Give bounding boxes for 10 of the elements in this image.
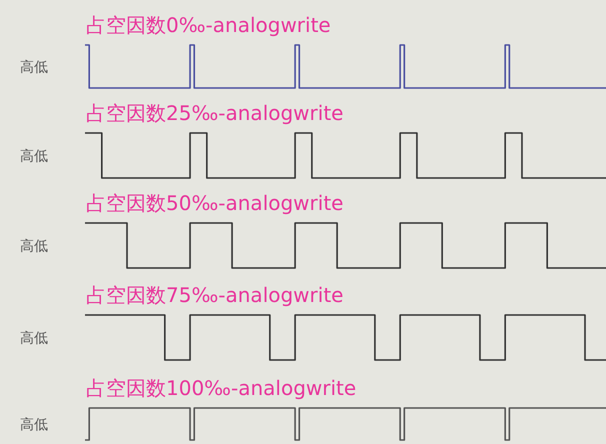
y-axis-title: 高低 [20,238,48,254]
chart-title: 占空因数50‰-analogwrite [86,191,344,215]
chart-title: 占空因数100‰-analogwrite [86,376,356,400]
chart-title: 占空因数75‰-analogwrite [86,283,344,307]
y-axis-title: 高低 [20,417,48,433]
chart-title: 占空因数25‰-analogwrite [86,101,344,125]
y-axis-title: 高低 [20,148,48,164]
chart-title: 占空因数0‰-analogwrite [86,13,331,37]
y-axis-title: 高低 [20,60,48,76]
y-axis-title: 高低 [20,330,48,346]
